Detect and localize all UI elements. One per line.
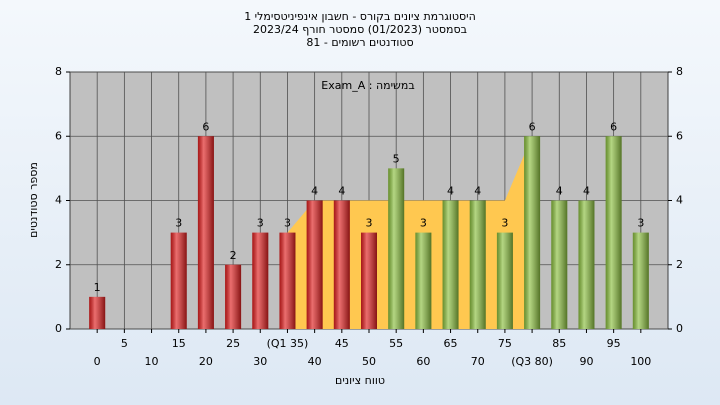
bar-shade bbox=[361, 232, 377, 329]
value-label: 3 bbox=[501, 217, 508, 230]
x-tick-label: 75 bbox=[498, 337, 512, 350]
x-tick-label: (Q3 80) bbox=[511, 355, 553, 368]
x-tick-label: (Q1 35) bbox=[267, 337, 309, 350]
x-tick-label: 70 bbox=[471, 355, 485, 368]
bar-shade bbox=[496, 232, 513, 329]
value-label: 5 bbox=[393, 152, 400, 165]
bar-shade bbox=[388, 168, 405, 329]
bar-shade bbox=[632, 232, 649, 329]
value-label: 3 bbox=[257, 217, 264, 230]
x-tick-label: 55 bbox=[389, 337, 403, 350]
y-tick-label: 8 bbox=[55, 65, 62, 78]
value-label: 2 bbox=[230, 249, 237, 262]
x-tick-label: 5 bbox=[121, 337, 128, 350]
x-tick-label: 25 bbox=[226, 337, 240, 350]
y-tick-label: 6 bbox=[55, 129, 62, 142]
bar-shade bbox=[524, 136, 541, 329]
value-label: 6 bbox=[202, 120, 209, 133]
x-tick-label: 20 bbox=[199, 355, 213, 368]
x-tick-label: 15 bbox=[172, 337, 186, 350]
bar-shade bbox=[578, 200, 595, 329]
bar-shade bbox=[333, 200, 350, 329]
x-tick-label: 10 bbox=[145, 355, 159, 368]
x-tick-label: 50 bbox=[362, 355, 376, 368]
chart-subtitle: בסמסטר (01/2023) סמסטר חורף 2023/24 bbox=[253, 23, 467, 36]
x-axis-label: טווח ציונים bbox=[335, 374, 385, 387]
annotation: Exam_A : במשימה bbox=[321, 79, 414, 92]
bar-shade bbox=[197, 136, 214, 329]
value-label: 4 bbox=[556, 185, 563, 198]
value-label: 4 bbox=[311, 185, 318, 198]
value-label: 3 bbox=[637, 217, 644, 230]
bar-shade bbox=[605, 136, 622, 329]
value-label: 3 bbox=[175, 217, 182, 230]
value-label: 4 bbox=[447, 185, 454, 198]
bar-shade bbox=[89, 296, 106, 329]
value-label: 3 bbox=[284, 217, 291, 230]
x-tick-label: 0 bbox=[94, 355, 101, 368]
x-tick-label: 85 bbox=[552, 337, 566, 350]
bar-shade bbox=[225, 264, 242, 329]
y-tick-label: 4 bbox=[55, 194, 62, 207]
x-tick-label: 30 bbox=[253, 355, 267, 368]
y-tick-label: 2 bbox=[55, 258, 62, 271]
y-tick-label: 2 bbox=[676, 258, 683, 271]
value-label: 6 bbox=[529, 120, 536, 133]
value-label: 3 bbox=[420, 217, 427, 230]
value-label: 6 bbox=[610, 120, 617, 133]
value-label: 4 bbox=[338, 185, 345, 198]
bar-shade bbox=[442, 200, 459, 329]
x-tick-label: 65 bbox=[444, 337, 458, 350]
x-tick-label: 90 bbox=[579, 355, 593, 368]
y-tick-label: 8 bbox=[676, 65, 683, 78]
chart-title: היסטוגרמת ציונים בקורס - חשבון אינפיניטס… bbox=[244, 10, 476, 23]
x-tick-label: 95 bbox=[607, 337, 621, 350]
y-tick-label: 0 bbox=[55, 322, 62, 335]
x-tick-label: 60 bbox=[416, 355, 430, 368]
bar-shade bbox=[551, 200, 568, 329]
y-tick-label: 4 bbox=[676, 194, 683, 207]
bar-shade bbox=[306, 200, 323, 329]
value-label: 4 bbox=[583, 185, 590, 198]
bar-shade bbox=[469, 200, 486, 329]
value-label: 3 bbox=[366, 217, 373, 230]
bar-shade bbox=[252, 232, 269, 329]
value-label: 4 bbox=[474, 185, 481, 198]
bar-shade bbox=[415, 232, 432, 329]
x-tick-label: 100 bbox=[630, 355, 651, 368]
y-tick-label: 6 bbox=[676, 129, 683, 142]
bar-shade bbox=[279, 232, 296, 329]
value-label: 1 bbox=[94, 281, 101, 294]
x-tick-label: 45 bbox=[335, 337, 349, 350]
y-tick-label: 0 bbox=[676, 322, 683, 335]
x-tick-label: 40 bbox=[308, 355, 322, 368]
chart-subtitle: סטודנטים רשומים - 81 bbox=[306, 36, 413, 49]
bar-shade bbox=[170, 232, 187, 329]
y-axis-label: מספר סטודנטים bbox=[27, 162, 40, 238]
